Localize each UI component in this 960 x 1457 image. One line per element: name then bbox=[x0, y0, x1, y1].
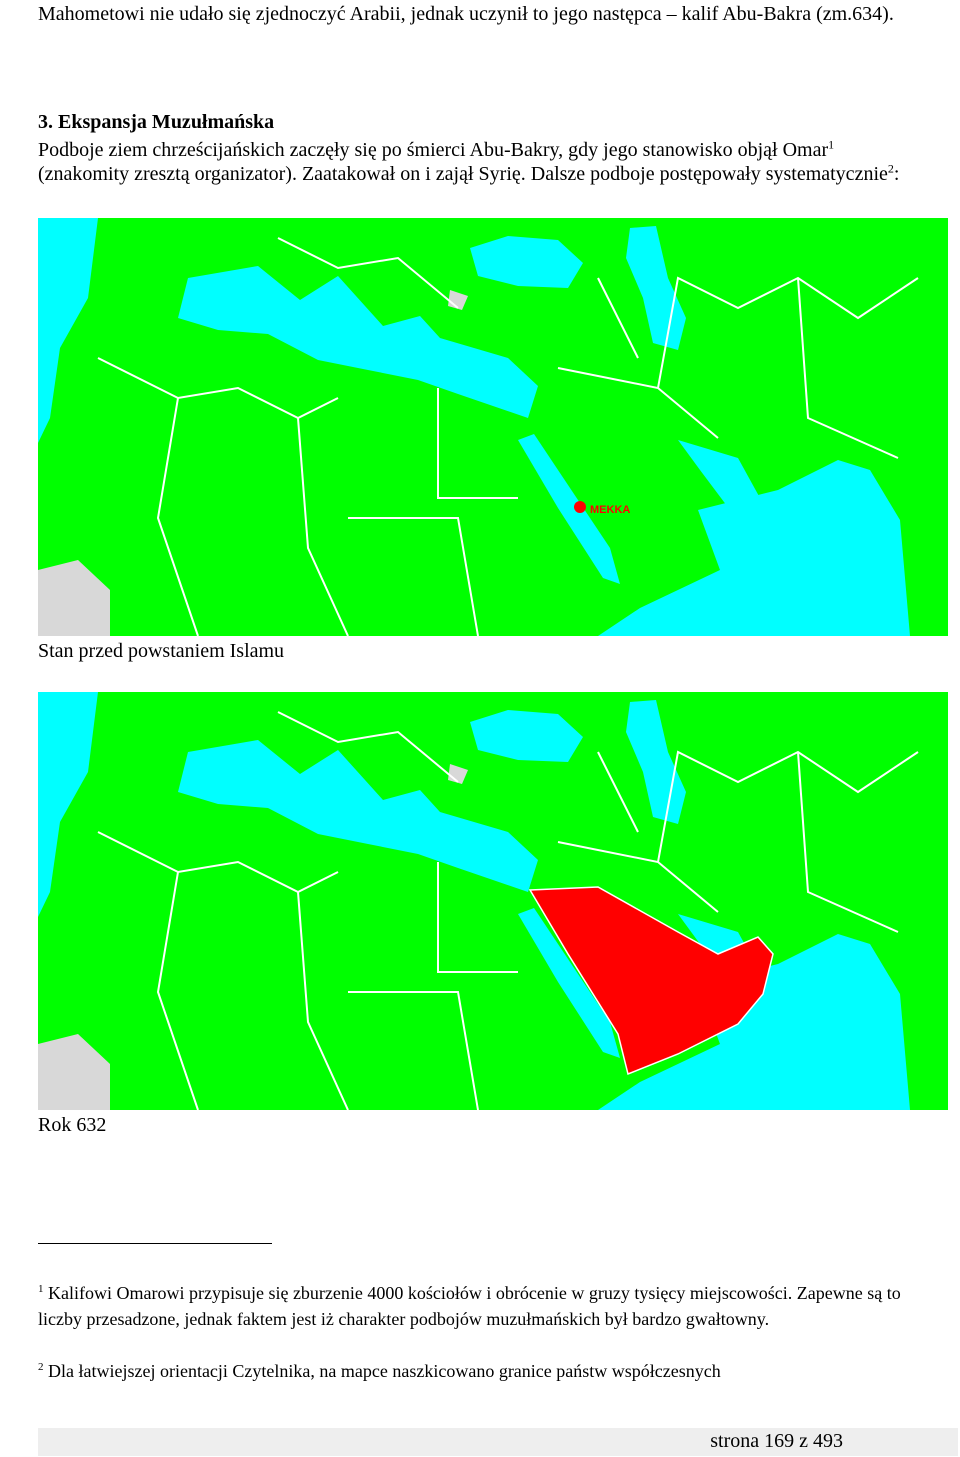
page-number: strona 169 z 493 bbox=[710, 1430, 843, 1452]
footnote-ref: 1 bbox=[828, 137, 835, 152]
footnote-text: Kalifowi Omarowi przypisuje się zburzeni… bbox=[38, 1283, 901, 1329]
paragraph: Podboje ziem chrześcijańskich zaczęły si… bbox=[38, 138, 928, 186]
footnote-text: Dla łatwiejszej orientacji Czytelnika, n… bbox=[48, 1361, 721, 1381]
text: : bbox=[893, 163, 900, 185]
text: (znakomity zresztą organizator). Zaatako… bbox=[38, 163, 888, 185]
footnote: 2 Dla łatwiejszej orientacji Czytelnika,… bbox=[38, 1358, 918, 1384]
map: MEKKA bbox=[38, 218, 948, 636]
footnote-mark: 2 bbox=[38, 1361, 44, 1373]
footnote: 1 Kalifowi Omarowi przypisuje się zburze… bbox=[38, 1280, 918, 1332]
text: Podboje ziem chrześcijańskich zaczęły si… bbox=[38, 139, 829, 161]
conquered-area bbox=[528, 886, 774, 1076]
intro: Mahometowi nie udało się zjednoczyć Arab… bbox=[38, 3, 894, 25]
heading: 3. Ekspansja Muzułmańska bbox=[38, 111, 275, 133]
caption: Stan przed powstaniem Islamu bbox=[38, 640, 285, 662]
map bbox=[38, 692, 948, 1110]
footnote-ref: 2 bbox=[887, 161, 894, 176]
separator bbox=[38, 1243, 272, 1244]
city-label: MEKKA bbox=[590, 504, 630, 516]
footer-bar: strona 169 z 493 bbox=[38, 1428, 958, 1456]
footnote-mark: 1 bbox=[38, 1283, 44, 1295]
caption: Rok 632 bbox=[38, 1114, 107, 1136]
city-dot bbox=[574, 501, 586, 513]
